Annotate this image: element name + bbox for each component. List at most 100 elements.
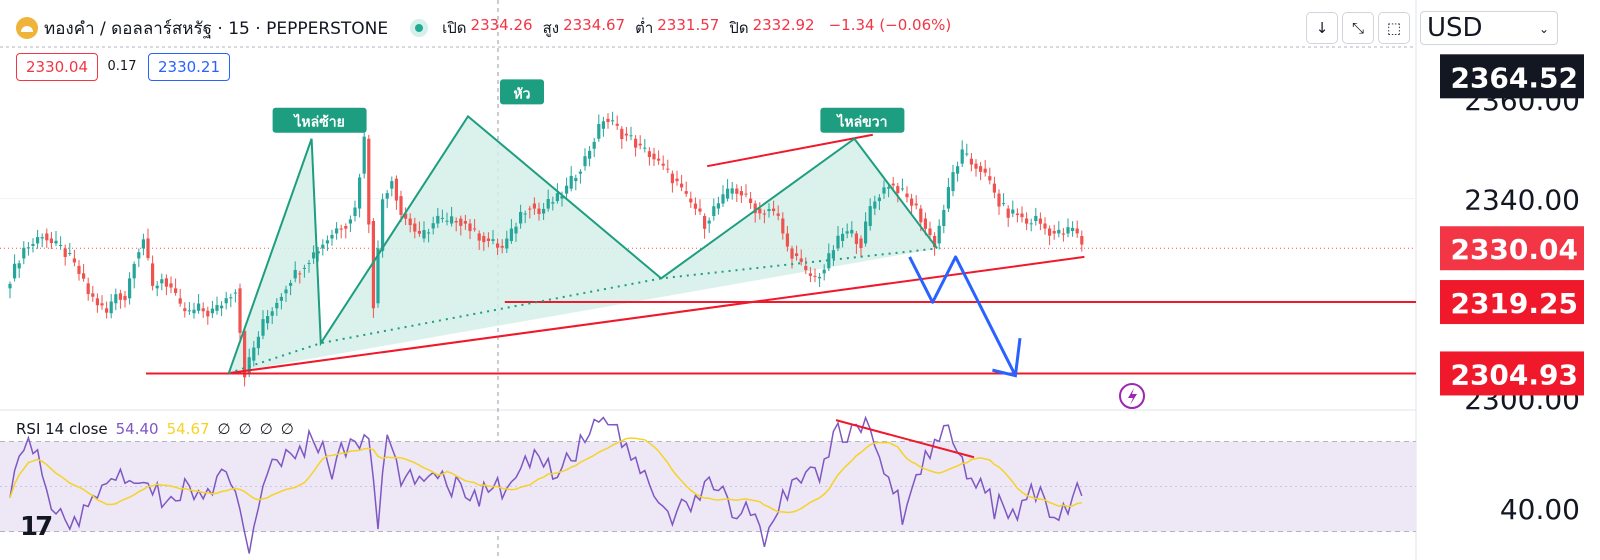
- candle-body: [1015, 213, 1019, 216]
- pattern-label-box-3: [820, 107, 905, 133]
- candle-body: [790, 248, 794, 259]
- candle-body: [348, 219, 352, 224]
- candle-body: [795, 253, 799, 256]
- collapse-icon: ⤡: [1351, 19, 1364, 37]
- pattern-label-1: ไหล่ซ้าย: [292, 113, 344, 131]
- candle-body: [910, 198, 914, 206]
- candle-body: [615, 123, 619, 126]
- candle-body: [772, 208, 776, 212]
- candle-body: [523, 213, 527, 215]
- pattern-label-box-1: [272, 107, 367, 133]
- candle-body: [638, 143, 642, 146]
- candle-body: [1061, 233, 1065, 235]
- candle-body: [1043, 223, 1047, 229]
- candle-body: [413, 223, 417, 232]
- tradingview-logo[interactable]: 17: [20, 512, 53, 542]
- candles: [8, 111, 1084, 387]
- download-button[interactable]: ↓: [1306, 12, 1338, 44]
- candle-body: [1057, 229, 1061, 234]
- change-value: −1.34 (−0.06%): [828, 16, 952, 34]
- candle-body: [40, 237, 44, 239]
- candle-body: [307, 263, 311, 265]
- candle-body: [8, 283, 12, 289]
- candle-body: [624, 133, 628, 136]
- candle-body: [31, 243, 35, 246]
- candle-body: [983, 168, 987, 173]
- candle-body: [344, 226, 348, 229]
- candle-body: [1002, 203, 1006, 205]
- candle-body: [519, 211, 523, 224]
- projection-arrow-head: [992, 338, 1022, 378]
- candle-body: [565, 185, 569, 194]
- candle-body: [900, 188, 904, 190]
- price-label-box-1: [1440, 54, 1584, 99]
- market-status-icon[interactable]: [410, 19, 429, 37]
- candle-body: [243, 330, 247, 378]
- candle-body: [588, 150, 592, 159]
- candle-body: [896, 186, 900, 194]
- candle-body: [514, 226, 518, 234]
- candle-body: [358, 177, 362, 209]
- candle-body: [13, 263, 17, 279]
- candle-body: [367, 138, 371, 225]
- candle-body: [445, 220, 449, 222]
- open-value: 2334.26: [470, 16, 533, 34]
- candle-body: [440, 217, 444, 219]
- candle-body: [362, 136, 366, 174]
- candle-body: [859, 238, 863, 249]
- candle-body: [201, 308, 205, 312]
- candle-body: [808, 273, 812, 276]
- candle-body: [1034, 215, 1038, 222]
- candle-body: [698, 208, 702, 212]
- projection-arrow: [908, 255, 1017, 377]
- rsi-tick-1: 40.00: [1500, 493, 1580, 526]
- candle-body: [537, 208, 541, 215]
- candle-body: [776, 213, 780, 216]
- candle-body: [155, 285, 159, 289]
- rsi-extra-1: ∅: [217, 420, 231, 438]
- candle-body: [233, 292, 237, 294]
- candle-body: [813, 275, 817, 277]
- candle-body: [606, 118, 610, 123]
- candle-body: [1020, 213, 1024, 218]
- currency-select[interactable]: USD ⌄: [1420, 11, 1558, 45]
- candle-body: [956, 166, 960, 174]
- candle-body: [634, 138, 638, 148]
- candle-body: [831, 250, 835, 259]
- candle-body: [284, 289, 288, 294]
- candle-body: [532, 203, 536, 209]
- spread-value: 0.17: [102, 53, 142, 79]
- candle-body: [22, 247, 26, 259]
- candle-body: [118, 293, 122, 300]
- candle-body: [721, 194, 725, 204]
- candle-body: [1048, 228, 1052, 236]
- candle-body: [726, 188, 730, 199]
- fullscreen-button[interactable]: ⬚: [1378, 12, 1410, 44]
- candle-body: [238, 288, 242, 333]
- candle-body: [197, 303, 201, 311]
- candle-body: [454, 221, 458, 223]
- candle-body: [675, 178, 679, 182]
- rsi-trend-line: [835, 419, 975, 459]
- low-value: 2331.57: [657, 16, 720, 34]
- collapse-button[interactable]: ⤡: [1342, 12, 1374, 44]
- price-label-box-4: [1440, 351, 1584, 396]
- candle-body: [220, 305, 224, 309]
- candle-body: [1038, 218, 1042, 224]
- candle-body: [712, 206, 716, 217]
- candle-body: [252, 347, 256, 361]
- buy-price-button[interactable]: 2330.21: [148, 53, 230, 81]
- candle-body: [404, 213, 408, 219]
- pattern-label-box-2: [500, 79, 544, 105]
- sell-price-button[interactable]: 2330.04: [16, 53, 98, 81]
- candle-body: [574, 177, 578, 182]
- candle-body: [270, 311, 274, 316]
- candle-body: [141, 239, 145, 249]
- symbol-title[interactable]: ทองคำ / ดอลลาร์สหรัฐ · 15 · PEPPERSTONE: [44, 18, 389, 39]
- candle-body: [1080, 235, 1084, 245]
- rsi-extra-3: ∅: [259, 420, 273, 438]
- rsi-title[interactable]: RSI 14 close: [16, 420, 108, 438]
- candle-body: [762, 213, 766, 215]
- candle-body: [767, 209, 771, 212]
